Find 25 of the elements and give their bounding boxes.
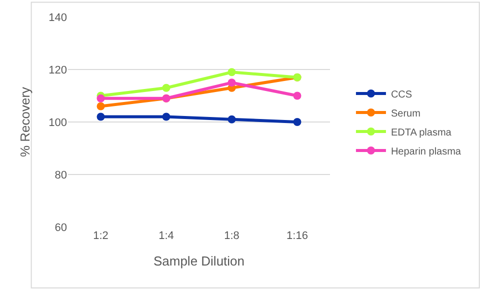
x-axis-title: Sample Dilution: [153, 254, 245, 269]
point: [293, 118, 302, 126]
legend-label: Serum: [390, 108, 420, 120]
point: [96, 112, 105, 121]
point: [293, 92, 302, 100]
legend-label: Heparin plasma: [390, 146, 462, 158]
point: [228, 68, 236, 76]
point: [228, 78, 236, 87]
y-tick-label: 120: [48, 64, 67, 76]
point: [228, 115, 236, 124]
y-tick-label: 80: [54, 169, 67, 182]
point: [96, 94, 105, 102]
y-tick-label: 100: [48, 116, 67, 129]
point: [96, 102, 105, 110]
y-tick-label: 60: [54, 222, 67, 234]
legend-label: CCS: [390, 89, 412, 100]
x-tick-label: 1:8: [224, 230, 240, 242]
y-tick-label: 140: [48, 12, 67, 24]
x-tick-label: 1:16: [286, 230, 308, 242]
y-axis-title: % Recovery: [18, 86, 33, 158]
point: [162, 84, 170, 92]
x-tick-label: 1:2: [93, 230, 108, 242]
x-tick-label: 1:4: [158, 230, 174, 242]
legend-label: EDTA plasma: [390, 127, 452, 138]
point: [162, 112, 170, 121]
